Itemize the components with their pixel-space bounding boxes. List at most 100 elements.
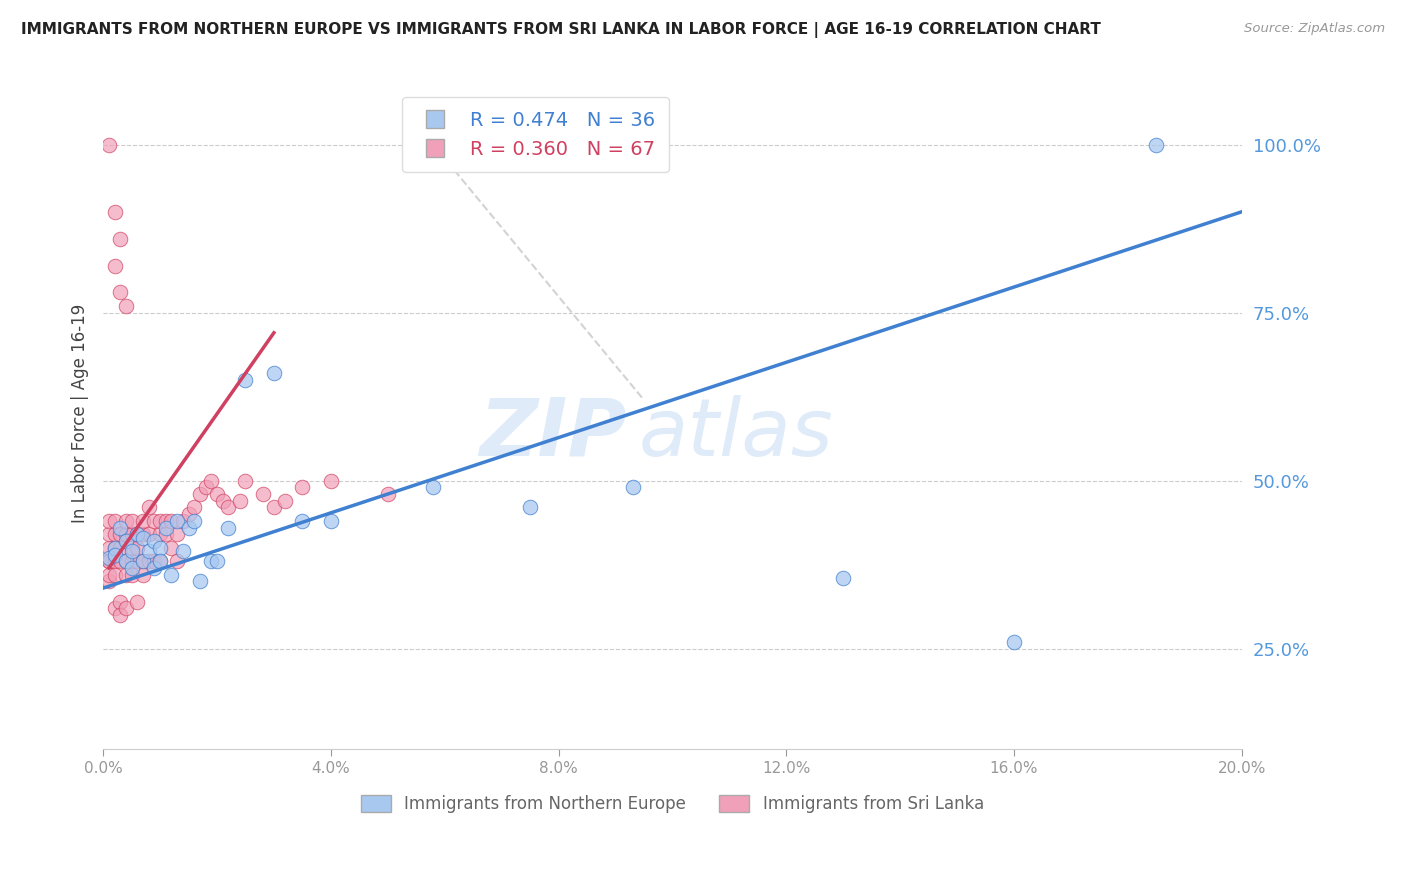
Point: [127, 594, 149, 608]
Point: [108, 554, 131, 568]
Point: [115, 554, 138, 568]
Point: [1144, 137, 1167, 152]
Point: [143, 514, 166, 528]
Point: [194, 480, 217, 494]
Y-axis label: In Labor Force | Age 16-19: In Labor Force | Age 16-19: [72, 304, 89, 523]
Legend: Immigrants from Northern Europe, Immigrants from Sri Lanka: Immigrants from Northern Europe, Immigra…: [353, 787, 993, 822]
Point: [127, 541, 149, 555]
Point: [97, 554, 120, 568]
Point: [115, 534, 138, 549]
Text: atlas: atlas: [638, 394, 832, 473]
Point: [97, 514, 120, 528]
Point: [229, 493, 252, 508]
Point: [97, 137, 120, 152]
Point: [138, 500, 160, 515]
Point: [160, 514, 183, 528]
Point: [172, 514, 194, 528]
Point: [132, 527, 155, 541]
Point: [143, 534, 166, 549]
Point: [108, 285, 131, 300]
Point: [183, 500, 205, 515]
Point: [166, 514, 188, 528]
Point: [97, 554, 120, 568]
Point: [132, 514, 155, 528]
Point: [217, 521, 239, 535]
Point: [121, 527, 143, 541]
Point: [97, 567, 120, 582]
Point: [97, 541, 120, 555]
Point: [108, 594, 131, 608]
Point: [127, 527, 149, 541]
Point: [422, 480, 444, 494]
Point: [108, 521, 131, 535]
Point: [252, 487, 274, 501]
Text: Source: ZipAtlas.com: Source: ZipAtlas.com: [1244, 22, 1385, 36]
Point: [155, 514, 177, 528]
Point: [121, 567, 143, 582]
Point: [138, 527, 160, 541]
Point: [115, 299, 138, 313]
Point: [291, 514, 314, 528]
Point: [319, 474, 342, 488]
Point: [183, 514, 205, 528]
Point: [188, 574, 211, 589]
Point: [143, 554, 166, 568]
Point: [155, 527, 177, 541]
Point: [211, 493, 233, 508]
Point: [519, 500, 541, 515]
Point: [177, 507, 200, 521]
Point: [108, 232, 131, 246]
Point: [115, 527, 138, 541]
Point: [172, 544, 194, 558]
Point: [177, 521, 200, 535]
Point: [103, 204, 125, 219]
Point: [103, 514, 125, 528]
Point: [132, 567, 155, 582]
Point: [103, 527, 125, 541]
Point: [160, 541, 183, 555]
Point: [155, 521, 177, 535]
Point: [319, 514, 342, 528]
Text: IMMIGRANTS FROM NORTHERN EUROPE VS IMMIGRANTS FROM SRI LANKA IN LABOR FORCE | AG: IMMIGRANTS FROM NORTHERN EUROPE VS IMMIG…: [21, 22, 1101, 38]
Point: [200, 554, 222, 568]
Point: [121, 514, 143, 528]
Point: [143, 561, 166, 575]
Point: [103, 541, 125, 555]
Point: [200, 474, 222, 488]
Point: [138, 554, 160, 568]
Point: [149, 554, 172, 568]
Point: [205, 487, 228, 501]
Point: [621, 480, 644, 494]
Point: [127, 554, 149, 568]
Point: [263, 500, 285, 515]
Point: [235, 373, 257, 387]
Point: [108, 541, 131, 555]
Point: [115, 601, 138, 615]
Point: [103, 567, 125, 582]
Point: [205, 554, 228, 568]
Point: [832, 571, 855, 585]
Point: [235, 474, 257, 488]
Point: [108, 527, 131, 541]
Point: [138, 544, 160, 558]
Point: [132, 531, 155, 545]
Point: [115, 514, 138, 528]
Text: ZIP: ZIP: [479, 394, 627, 473]
Point: [291, 480, 314, 494]
Point: [149, 554, 172, 568]
Point: [217, 500, 239, 515]
Point: [121, 544, 143, 558]
Point: [103, 541, 125, 555]
Point: [115, 554, 138, 568]
Point: [188, 487, 211, 501]
Point: [103, 554, 125, 568]
Point: [149, 514, 172, 528]
Point: [263, 366, 285, 380]
Point: [149, 527, 172, 541]
Point: [103, 601, 125, 615]
Point: [121, 561, 143, 575]
Point: [97, 527, 120, 541]
Point: [121, 554, 143, 568]
Point: [115, 567, 138, 582]
Point: [149, 541, 172, 555]
